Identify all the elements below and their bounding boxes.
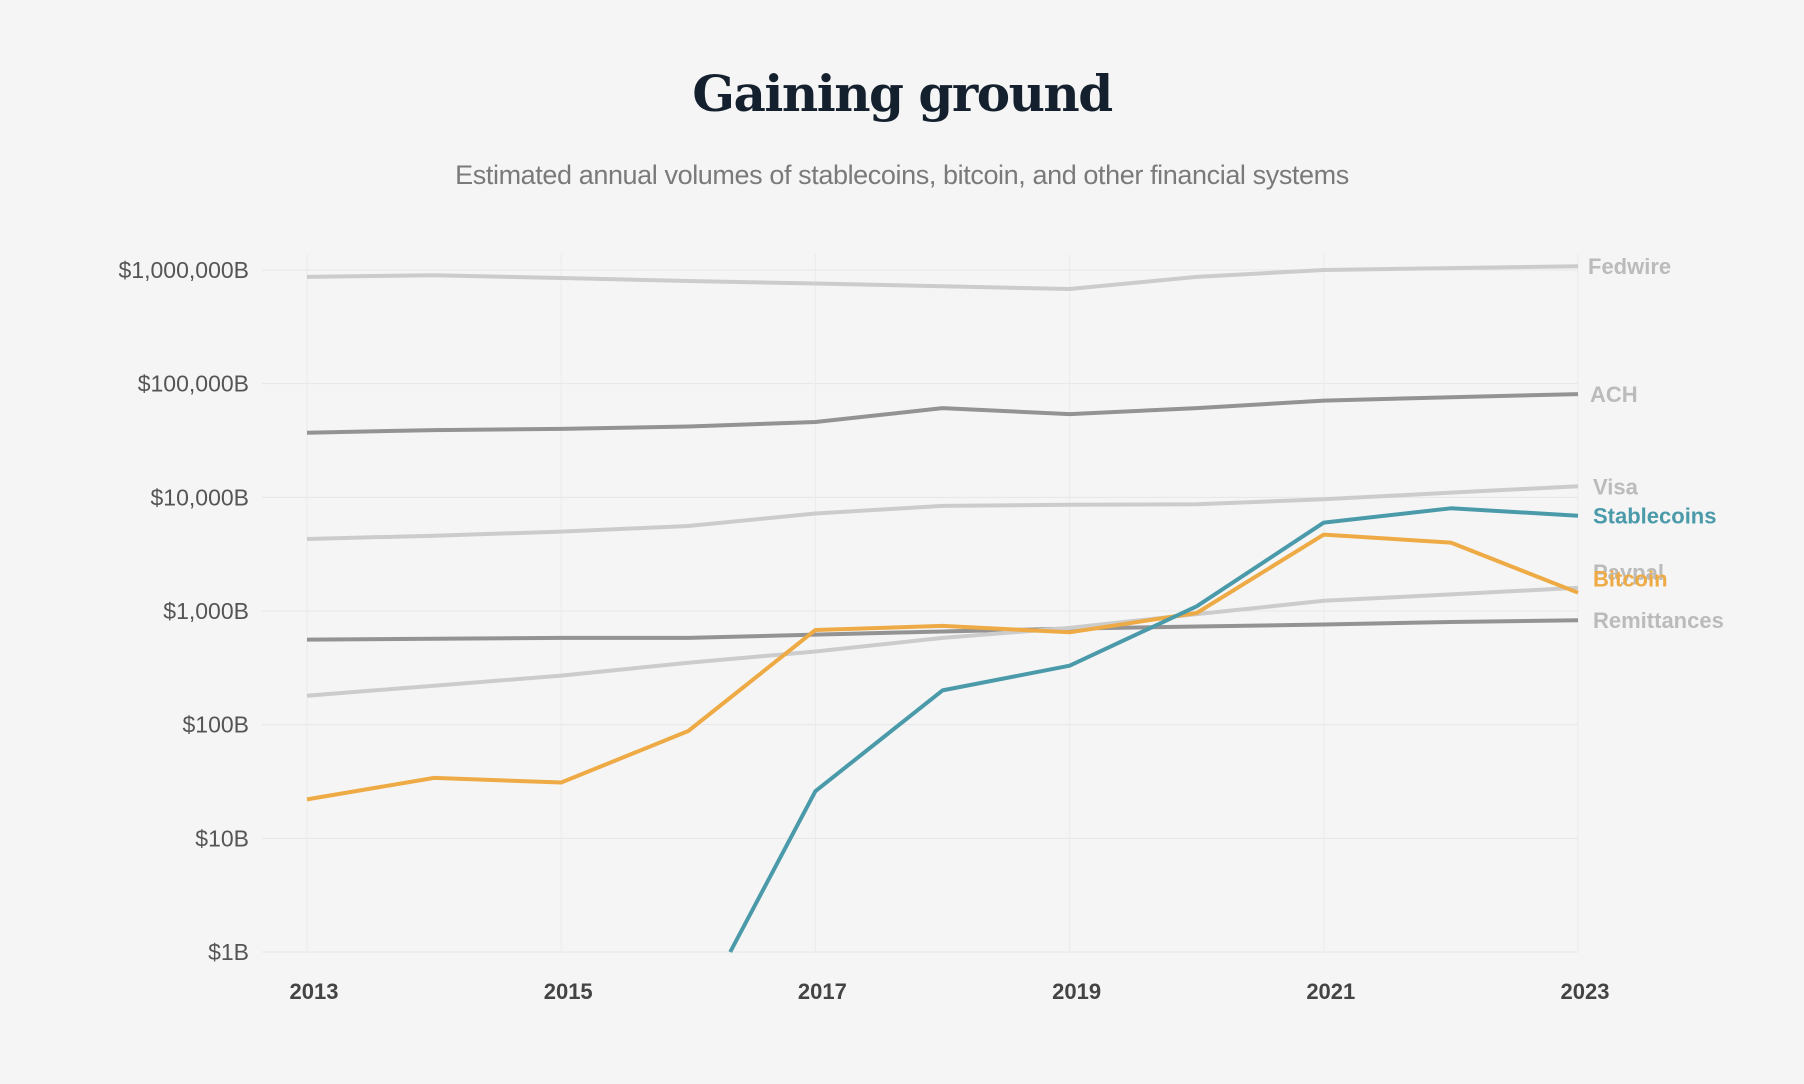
- series-lines: [306, 264, 1579, 953]
- series-line-ach: [306, 392, 1579, 435]
- series-label-paypal: Paypal: [1593, 560, 1664, 585]
- series-label-stablecoins: Stablecoins: [1593, 504, 1716, 529]
- grid-lines: [262, 254, 1579, 953]
- series-line-paypal: [306, 585, 1579, 698]
- y-tick-label: $10,000B: [151, 484, 249, 510]
- x-tick-label: 2021: [1306, 979, 1355, 1004]
- series-label-bitcoin: Bitcoin: [1593, 567, 1668, 592]
- series-line-fedwire: [306, 264, 1579, 291]
- series-label-visa: Visa: [1593, 474, 1639, 499]
- chart-subtitle: Estimated annual volumes of stablecoins,…: [455, 160, 1349, 190]
- chart-title: Gaining ground: [692, 64, 1113, 123]
- y-tick-label: $1,000,000B: [119, 257, 249, 283]
- series-label-fedwire: Fedwire: [1588, 254, 1671, 279]
- x-tick-label: 2019: [1052, 979, 1101, 1004]
- x-tick-label: 2023: [1561, 979, 1610, 1004]
- y-tick-label: $100B: [182, 712, 249, 738]
- series-line-remittances: [306, 618, 1579, 642]
- y-tick-label: $1,000B: [163, 598, 249, 624]
- series-label-ach: ACH: [1590, 382, 1638, 407]
- series-label-remittances: Remittances: [1593, 608, 1724, 633]
- y-tick-label: $10B: [195, 825, 249, 851]
- y-axis-ticks: $1B $10B $100B $1,000B $10,000B $100,000B $1,0…: [119, 257, 249, 965]
- series-line-visa: [306, 484, 1579, 541]
- series-line-stablecoins: [728, 506, 1579, 953]
- x-tick-label: 2015: [544, 979, 593, 1004]
- series-line-bitcoin: [306, 532, 1579, 802]
- x-tick-label: 2013: [290, 979, 339, 1004]
- y-tick-label: $1B: [208, 939, 249, 965]
- x-tick-label: 2017: [798, 979, 847, 1004]
- y-tick-label: $100,000B: [138, 371, 249, 397]
- x-axis-ticks: 2013 2015 2017 2019 2021 2023: [290, 979, 1610, 1004]
